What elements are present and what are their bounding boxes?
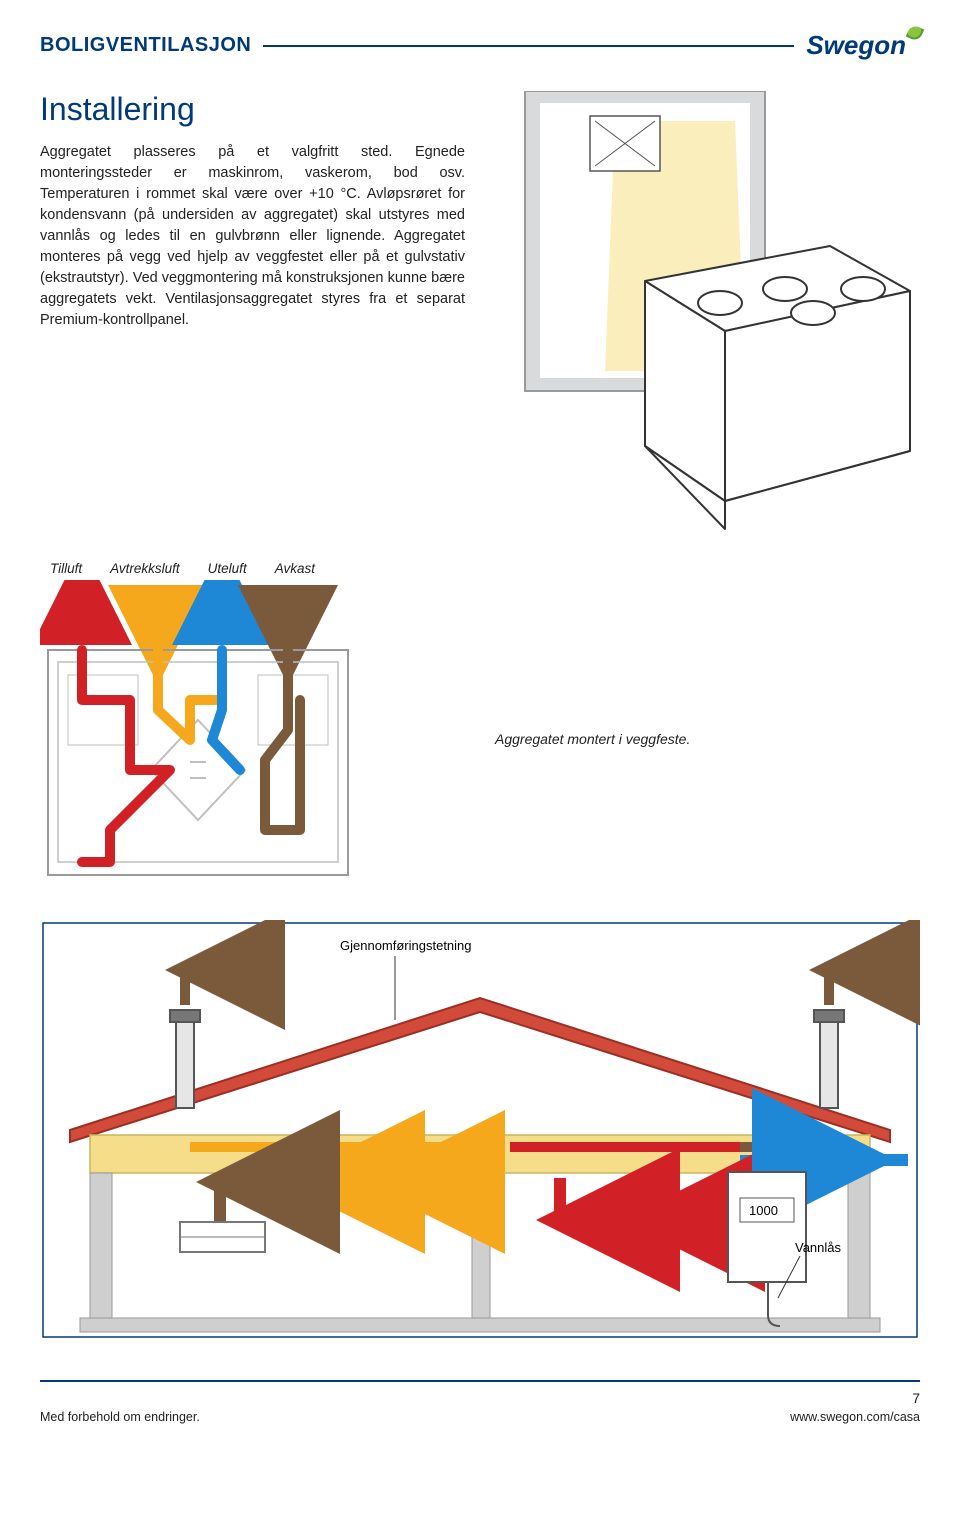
figure-house-section: Gjennomføringstetning [40,920,920,1340]
footer-right: www.swegon.com/casa [790,1410,920,1424]
page-number: 7 [790,1390,920,1406]
label-distance: 1000 [749,1203,778,1218]
legend-item: Uteluft [208,561,247,576]
legend-item: Tilluft [50,561,82,576]
figure-caption: Aggregatet montert i veggfeste. [495,731,920,747]
header-rule [263,45,794,47]
brand-logo: Swegon [806,30,920,61]
airflow-legend: Tilluft Avtrekksluft Uteluft Avkast [50,561,465,576]
category-title: BOLIGVENTILASJON [40,34,251,57]
figure-isometric [495,91,915,531]
label-penetration: Gjennomføringstetning [340,938,472,953]
label-trap: Vannlås [795,1240,842,1255]
page-header: BOLIGVENTILASJON Swegon [40,30,920,61]
legend-item: Avtrekksluft [110,561,180,576]
page-footer: Med forbehold om endringer. 7 www.swegon… [40,1380,920,1424]
section-body: Aggregatet plasseres på et valgfritt ste… [40,142,465,331]
footer-left: Med forbehold om endringer. [40,1410,200,1424]
figure-airflow [40,580,370,890]
section-title: Installering [40,91,465,128]
legend-item: Avkast [275,561,315,576]
